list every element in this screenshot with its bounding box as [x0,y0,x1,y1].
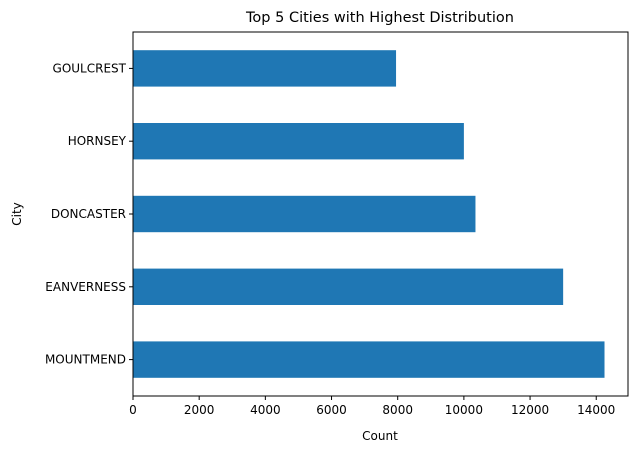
y-tick-label: MOUNTMEND [45,353,126,367]
x-tick-label: 14000 [577,403,615,417]
y-axis-label: City [10,202,24,226]
y-ticks-group: MOUNTMEND EANVERNESS DONCASTER HORNSEY GOULC… [45,61,133,367]
x-axis-label: Count [362,429,398,443]
x-tick-label: 12000 [511,403,549,417]
x-tick-label: 4000 [250,403,281,417]
bar-mountmend [133,341,605,378]
bars-group [133,50,605,378]
x-tick-label: 0 [129,403,137,417]
x-ticks-group: 0 2000 4000 6000 8000 10000 12000 14000 [129,396,615,417]
y-tick-label: DONCASTER [51,207,126,221]
y-tick-label: EANVERNESS [45,280,126,294]
x-tick-label: 10000 [445,403,483,417]
y-tick-label: GOULCREST [53,61,127,75]
x-tick-label: 2000 [184,403,215,417]
bar-goulcrest [133,50,397,87]
bar-doncaster [133,195,476,233]
bar-eanverness [133,268,564,305]
x-tick-label: 6000 [316,403,347,417]
chart-title: Top 5 Cities with Highest Distribution [245,10,514,26]
x-tick-label: 8000 [382,403,413,417]
plot-frame [132,31,629,397]
y-tick-label: HORNSEY [68,134,127,148]
bar-hornsey [133,123,464,160]
